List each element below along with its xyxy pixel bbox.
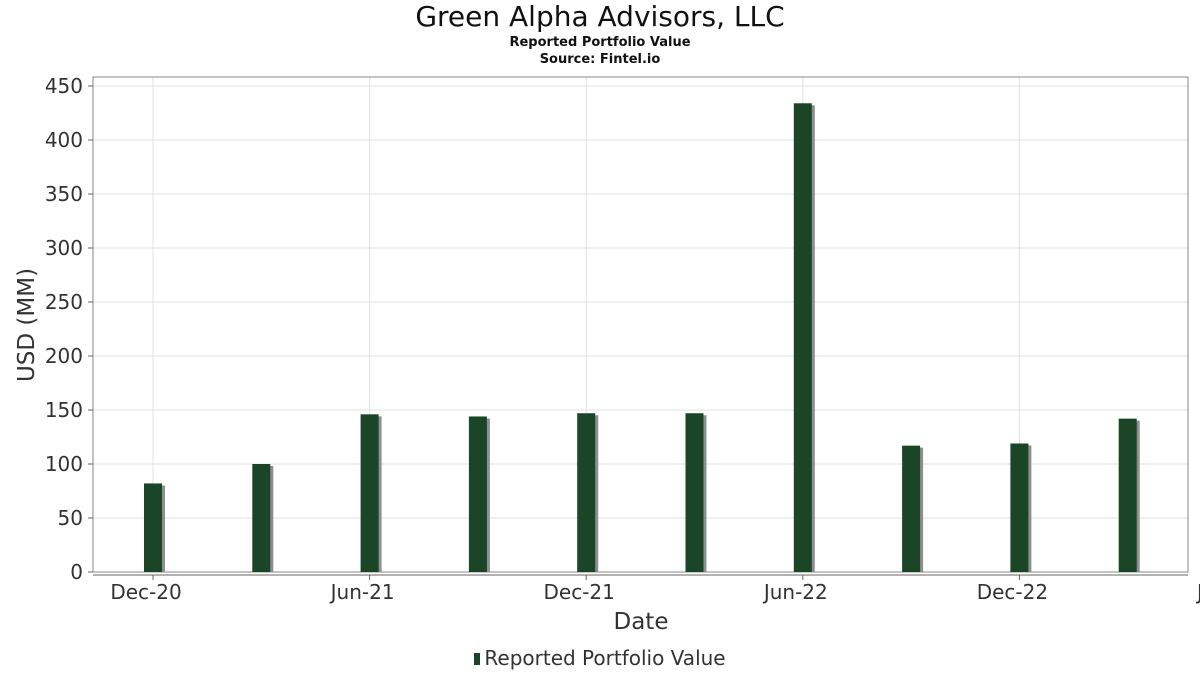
bar <box>577 413 596 572</box>
y-axis: 0 50 100 150 200 250 300 350 400 450 <box>45 74 93 584</box>
chart-source: Source: Fintel.io <box>539 52 661 67</box>
legend-label: Reported Portfolio Value <box>484 646 726 670</box>
y-tick-label: 150 <box>45 398 83 422</box>
y-tick-label: 250 <box>45 290 83 314</box>
bar <box>468 416 487 572</box>
bar <box>252 464 271 572</box>
x-tick-label: Dec-20 <box>110 580 181 604</box>
bar <box>1010 443 1029 572</box>
y-tick-label: 350 <box>45 182 83 206</box>
bar <box>793 103 812 572</box>
x-tick-label: Jun-23 <box>1195 580 1200 604</box>
x-tick-label: Dec-22 <box>977 580 1048 604</box>
legend-swatch <box>474 653 481 665</box>
x-axis-title: Date <box>614 609 669 635</box>
bar <box>144 483 162 572</box>
bar <box>360 414 379 572</box>
y-tick-label: 50 <box>58 506 83 530</box>
y-tick-label: 400 <box>45 128 83 152</box>
x-tick-label: Jun-22 <box>762 580 828 604</box>
y-tick-label: 300 <box>45 236 83 260</box>
x-axis: Dec-20Jun-21Dec-21Jun-22Dec-22Jun-23Dec-… <box>110 575 1200 604</box>
y-tick-label: 0 <box>70 560 83 584</box>
x-tick-label: Dec-21 <box>544 580 615 604</box>
bar <box>1118 418 1137 572</box>
bar <box>685 413 704 572</box>
legend: Reported Portfolio Value <box>0 646 1200 670</box>
y-axis-title: USD (MM) <box>14 268 40 382</box>
x-tick-label: Jun-21 <box>329 580 395 604</box>
y-tick-label: 200 <box>45 344 83 368</box>
grid-lines <box>93 77 1188 572</box>
chart-title: Green Alpha Advisors, LLC <box>415 0 785 33</box>
plot-area <box>92 76 1189 573</box>
bar <box>902 445 921 572</box>
y-tick-label: 450 <box>45 74 83 98</box>
bars <box>144 103 1140 572</box>
y-tick-label: 100 <box>45 452 83 476</box>
chart-subtitle: Reported Portfolio Value <box>509 35 691 50</box>
bar-chart: 0 50 100 150 200 250 300 350 400 450 Dec-20 Jun-21… <box>14 74 1200 635</box>
